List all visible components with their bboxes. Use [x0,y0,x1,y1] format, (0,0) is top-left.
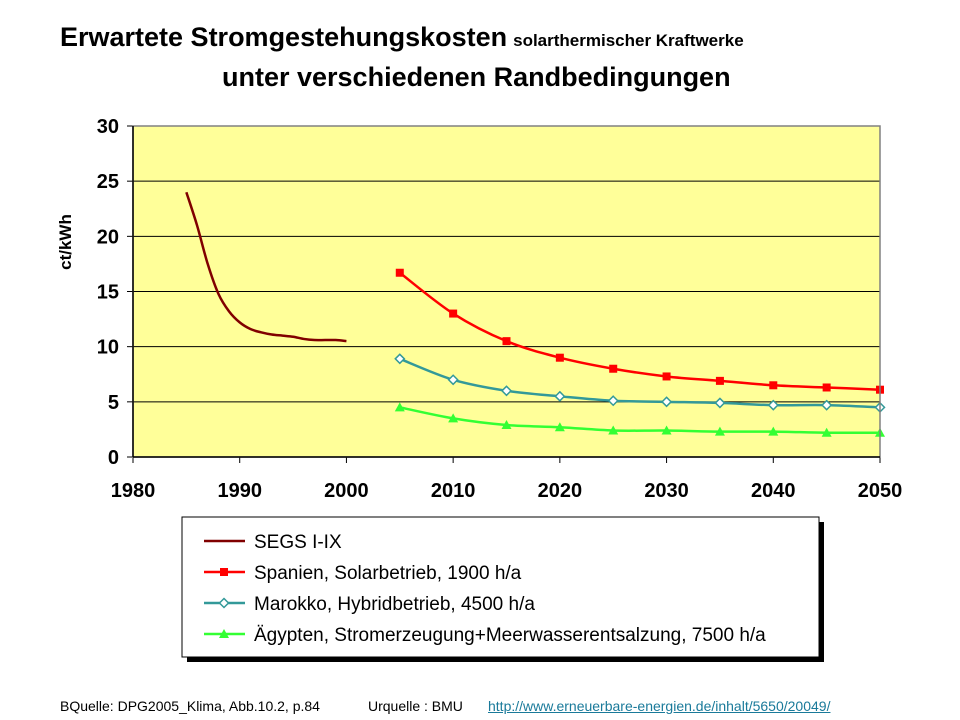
chart-title-subtitle: solarthermischer Kraftwerke [513,31,744,50]
data-point [449,309,458,318]
x-tick-label: 2040 [751,480,796,502]
series-line [185,191,347,343]
source-link[interactable]: http://www.erneuerbare-energien.de/inhal… [488,698,831,714]
axes: 0 5 10 15 20 25 30 1980 1990 2000 2010 2020 2030 2040… [97,116,903,502]
chart-title: Erwartete Stromgestehungskosten solarther… [60,22,744,53]
legend-label: Marokko, Hybridbetrieb, 4500 h/a [254,594,535,615]
y-tick-label: 0 [108,447,119,469]
data-point [822,383,831,392]
chart-title-main: Erwartete Stromgestehungskosten [60,22,508,52]
y-tick-label: 15 [97,282,119,304]
legend-item: Spanien, Solarbetrieb, 1900 h/a [204,563,522,584]
data-point [769,381,778,390]
chart-title-line2: unter verschiedenen Randbedingungen [222,62,731,92]
x-tick-label: 2030 [644,480,689,502]
data-point [501,420,512,430]
series-line [399,357,881,409]
data-point [448,413,459,423]
legend-marker [219,629,229,638]
data-point [715,376,724,385]
legend-label: Ägypten, Stromerzeugung+Meerwasserentsal… [254,625,766,646]
x-tick-label: 1980 [111,480,156,502]
data-point [394,353,406,365]
legend-item: Ägypten, Stromerzeugung+Meerwasserentsal… [204,625,766,646]
y-tick-label: 20 [97,226,119,248]
series-1 [185,191,347,343]
data-point [821,399,833,411]
data-point [554,422,565,432]
series-line [399,271,881,391]
legend-label: Spanien, Solarbetrieb, 1900 h/a [254,563,522,584]
data-point [502,337,511,346]
data-point [394,402,405,412]
data-point [500,385,513,397]
y-tick-label: 25 [97,171,119,193]
data-point [554,390,566,402]
data-point [714,397,726,409]
x-tick-label: 1990 [217,480,262,502]
data-point [607,395,619,407]
data-point [609,364,618,373]
legend-box [181,516,820,658]
legend-item: Marokko, Hybridbetrieb, 4500 h/a [204,594,535,615]
data-point [395,268,404,277]
legend-label: SEGS I-IX [254,532,342,553]
source-citation: BQuelle: DPG2005_Klima, Abb.10.2, p.84 [60,698,320,714]
source-link-wrapper: http://www.erneuerbare-energien.de/inhal… [488,698,830,714]
x-tick-label: 2050 [858,480,903,502]
data-point [662,372,671,381]
data-point [661,396,673,408]
data-point [661,425,672,435]
data-point [447,374,459,386]
legend-marker [220,568,228,576]
series-line [399,406,881,435]
legend-item: SEGS I-IX [204,532,342,553]
y-tick-label: 30 [97,116,119,138]
original-source-label: Urquelle : BMU [368,698,463,714]
data-point [821,427,832,437]
data-point [768,426,779,436]
legend-marker [218,597,230,609]
series-3 [394,353,886,413]
data-point [555,353,564,362]
data-point [608,425,619,435]
y-tick-label: 5 [108,392,119,414]
x-tick-label: 2010 [431,480,476,502]
data-point [714,426,725,436]
y-tick-label: 10 [97,337,119,359]
legend: SEGS I-IX Spanien, Solarbetrieb, 1900 h/a… [181,516,824,662]
x-tick-label: 2000 [324,480,369,502]
y-axis-label: ct/kWh [56,214,75,270]
data-point [767,399,779,411]
x-tick-label: 2020 [538,480,583,502]
